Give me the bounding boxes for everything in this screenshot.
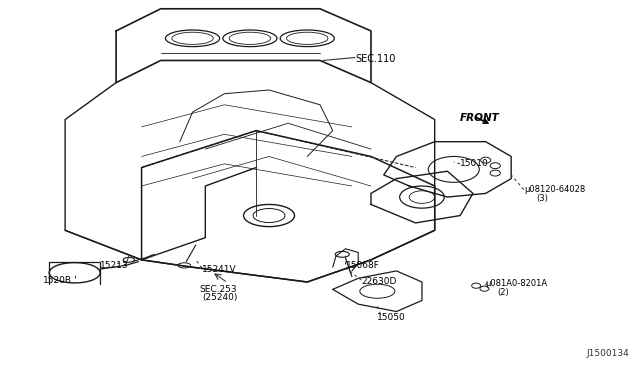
Text: (2): (2)	[497, 288, 509, 297]
Text: 15213: 15213	[100, 261, 129, 270]
Text: 1520B: 1520B	[43, 276, 72, 285]
Text: 22630D: 22630D	[362, 278, 397, 286]
Text: 15068F: 15068F	[346, 261, 380, 270]
Text: µ08120-64028: µ08120-64028	[524, 185, 585, 194]
Text: SEC.110: SEC.110	[355, 54, 396, 64]
Text: FRONT: FRONT	[460, 113, 500, 123]
Text: 15241V: 15241V	[202, 264, 237, 273]
Text: 15010: 15010	[460, 159, 489, 169]
Text: µ081A0-8201A: µ081A0-8201A	[486, 279, 548, 288]
Text: SEC.253: SEC.253	[199, 285, 237, 294]
Text: J1500134: J1500134	[586, 349, 629, 358]
Text: (3): (3)	[537, 195, 548, 203]
Text: 15050: 15050	[378, 312, 406, 321]
Text: (25240): (25240)	[202, 293, 237, 302]
